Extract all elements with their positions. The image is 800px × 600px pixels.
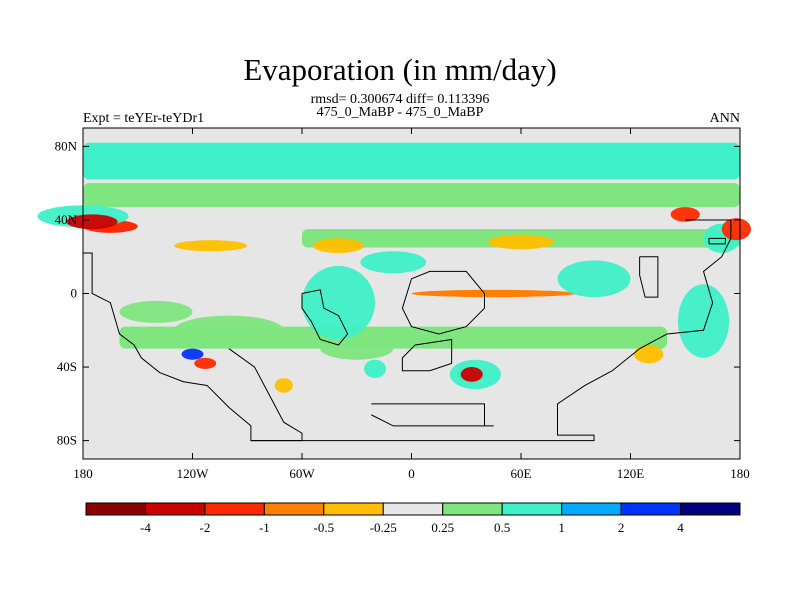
x-tick-label: 120E	[617, 466, 645, 481]
anomaly-blob	[670, 207, 700, 222]
anomaly-blob	[66, 214, 118, 230]
anomaly-blob	[174, 315, 284, 345]
colorbar-label: 2	[618, 520, 625, 535]
colorbar: -4 -2 -1 -0.5 -0.25 0.25 0.5 1 2 4	[85, 502, 741, 535]
anomaly-blob	[677, 284, 730, 358]
x-tick-label: 120W	[177, 466, 210, 481]
colorbar-label: -1	[259, 520, 270, 535]
anomaly-blob	[312, 238, 365, 254]
anomaly-blob	[194, 357, 217, 369]
y-tick-label: 40N	[55, 212, 78, 227]
colorbar-swatch	[204, 502, 265, 516]
anomaly-blob	[721, 218, 751, 241]
map-field	[37, 128, 751, 459]
x-tick-label: 180	[73, 466, 93, 481]
colorbar-swatch	[323, 502, 384, 516]
anomaly-blob	[174, 240, 248, 252]
anomaly-blob	[634, 344, 664, 364]
y-tick-label: 0	[71, 286, 78, 301]
x-tick-label: 60E	[511, 466, 532, 481]
chart-title: Evaporation (in mm/day)	[243, 52, 557, 87]
x-tick-label: 0	[408, 466, 415, 481]
continent-outlines	[83, 219, 732, 442]
coastline	[301, 289, 349, 346]
anomaly-blob	[460, 367, 483, 382]
anomaly-blob	[364, 359, 386, 379]
region-equatorial-atlantic	[411, 289, 576, 298]
colorbar-swatch	[382, 502, 444, 516]
y-tick-label: 80N	[55, 138, 78, 153]
anomaly-blob	[320, 337, 394, 360]
colorbar-swatch	[144, 502, 206, 516]
colorbar-swatch	[85, 502, 146, 516]
coastline	[250, 219, 732, 442]
x-tick-label: 180	[730, 466, 750, 481]
coastline	[83, 252, 303, 442]
y-tick-label: 80S	[57, 433, 77, 448]
coastline	[401, 338, 453, 372]
colorbar-swatch	[442, 502, 503, 516]
chart-subtitle: 475_0_MaBP - 475_0_MaBP	[316, 105, 484, 120]
colorbar-label: -2	[199, 520, 210, 535]
anomaly-blob	[360, 251, 427, 274]
colorbar-swatch	[620, 502, 682, 516]
colorbar-swatch	[561, 502, 622, 516]
anomaly-blob	[181, 348, 204, 360]
x-tick-label: 60W	[289, 466, 315, 481]
anomaly-blob	[302, 265, 375, 340]
coastline	[401, 270, 485, 335]
colorbar-label: -0.25	[370, 520, 397, 535]
colorbar-swatch	[263, 502, 325, 516]
coastline	[639, 256, 659, 298]
colorbar-label: 4	[677, 520, 684, 535]
stats-text: rmsd= 0.300674 diff= 0.113396	[310, 92, 490, 107]
colorbar-label: 0.5	[494, 520, 510, 535]
anomaly-blob	[557, 260, 631, 298]
coastline	[371, 403, 494, 427]
axis-ticks: 180 120W 60W 0 60E 120E 180 80N 40N 0 40S 80S	[55, 128, 750, 481]
colorbar-label: -4	[140, 520, 151, 535]
anomaly-blob	[119, 300, 193, 323]
colorbar-label: 1	[558, 520, 565, 535]
colorbar-label: 0.25	[431, 520, 454, 535]
colorbar-swatch	[501, 502, 563, 516]
season-label: ANN	[709, 111, 740, 126]
anomaly-blob	[274, 378, 293, 393]
colorbar-label: -0.5	[314, 520, 335, 535]
y-tick-label: 40S	[57, 359, 77, 374]
colorbar-swatch	[680, 502, 741, 516]
region-arctic-band-2	[83, 183, 740, 208]
anomaly-blob	[488, 234, 554, 250]
coastline	[708, 237, 726, 245]
experiment-label: Expt = teYEr-teYDr1	[83, 111, 205, 126]
region-arctic-band-1	[83, 142, 740, 180]
